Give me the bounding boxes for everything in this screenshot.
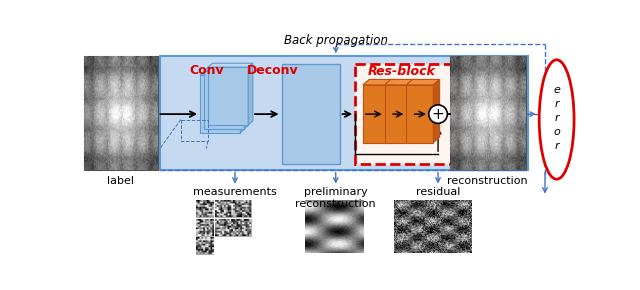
Polygon shape xyxy=(204,67,249,71)
Text: Conv: Conv xyxy=(189,64,223,77)
Text: reconstruction: reconstruction xyxy=(447,177,528,186)
Bar xyxy=(234,219,250,236)
Bar xyxy=(204,71,244,129)
Bar xyxy=(196,200,213,217)
Ellipse shape xyxy=(539,60,574,179)
Bar xyxy=(196,219,213,236)
Bar xyxy=(84,56,157,170)
Polygon shape xyxy=(200,71,245,75)
Polygon shape xyxy=(363,79,396,85)
Polygon shape xyxy=(208,63,253,67)
Polygon shape xyxy=(385,85,412,143)
Polygon shape xyxy=(241,71,245,133)
Bar xyxy=(215,200,232,217)
Text: e: e xyxy=(553,85,560,95)
Bar xyxy=(200,75,241,133)
Polygon shape xyxy=(244,67,249,129)
Bar xyxy=(355,64,460,164)
Polygon shape xyxy=(406,79,440,85)
Polygon shape xyxy=(406,85,433,143)
Text: preliminary
reconstruction: preliminary reconstruction xyxy=(296,187,376,209)
Text: residual: residual xyxy=(416,187,460,197)
Text: +: + xyxy=(431,107,444,122)
Text: o: o xyxy=(553,127,560,137)
Polygon shape xyxy=(390,79,396,143)
Polygon shape xyxy=(385,79,418,85)
Bar xyxy=(451,56,525,170)
Circle shape xyxy=(429,105,447,123)
Text: label: label xyxy=(107,177,134,186)
Text: Res-block: Res-block xyxy=(368,65,436,78)
Polygon shape xyxy=(248,63,253,125)
Bar xyxy=(215,219,232,236)
Text: r: r xyxy=(554,141,559,151)
Bar xyxy=(180,119,208,141)
Bar xyxy=(282,64,340,164)
Text: measurements: measurements xyxy=(193,187,277,197)
Text: r: r xyxy=(554,113,559,123)
Polygon shape xyxy=(412,79,418,143)
Polygon shape xyxy=(433,79,440,143)
Bar xyxy=(196,237,213,254)
Polygon shape xyxy=(363,85,390,143)
Text: Back propagation: Back propagation xyxy=(284,35,388,48)
Text: r: r xyxy=(554,99,559,109)
Bar xyxy=(160,56,528,170)
Text: Deconv: Deconv xyxy=(246,64,298,77)
Bar xyxy=(208,67,248,125)
Bar xyxy=(234,200,250,217)
